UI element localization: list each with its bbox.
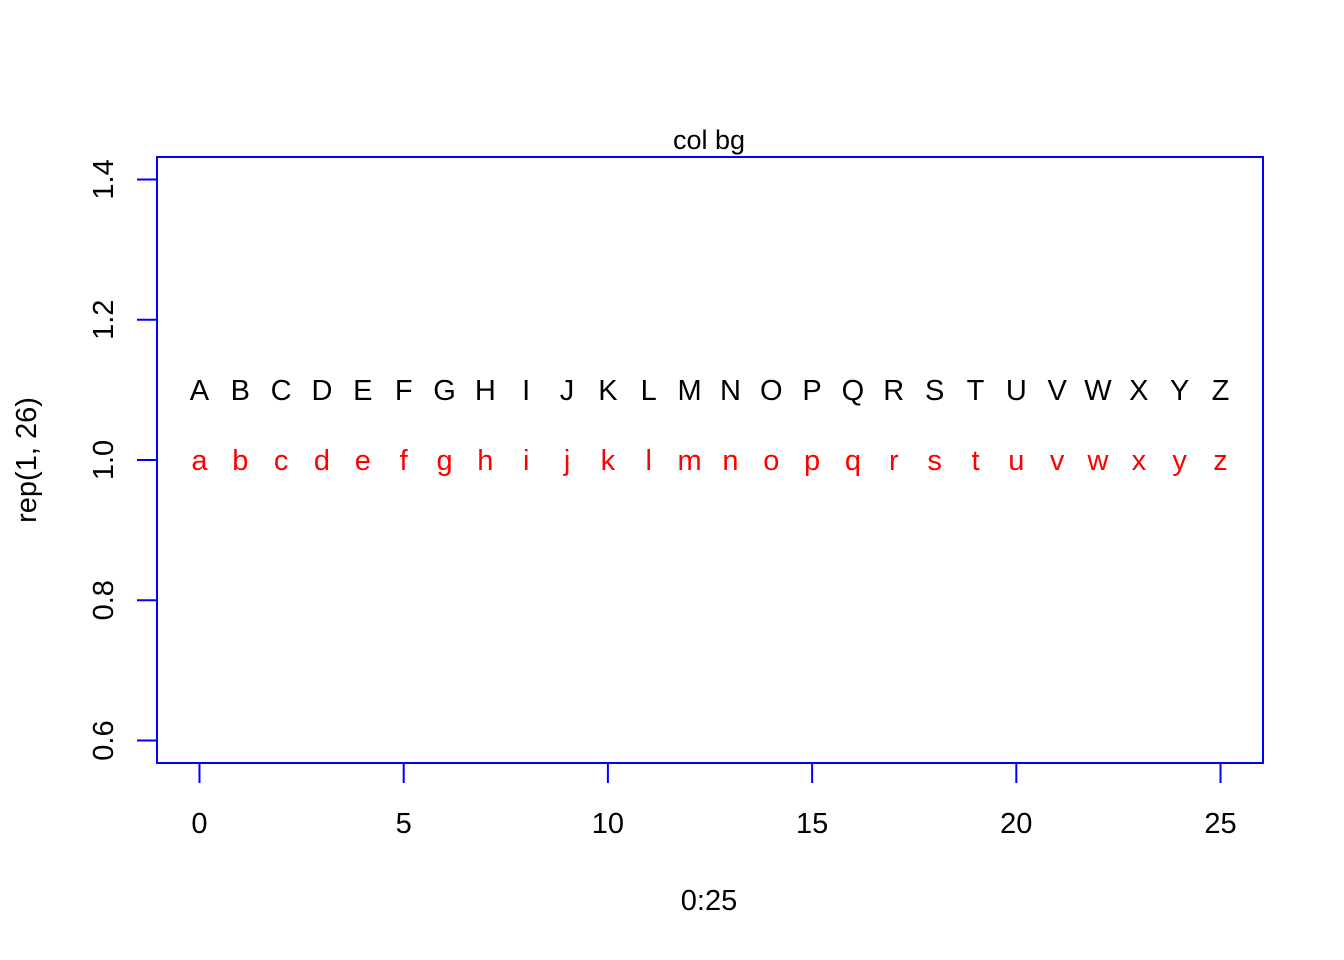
point-label-h: h xyxy=(477,445,493,477)
x-tick-label: 20 xyxy=(1000,808,1032,840)
point-label-z: z xyxy=(1213,445,1228,477)
point-label-R: R xyxy=(883,375,904,407)
y-tick-label: 1.2 xyxy=(88,300,120,340)
point-label-B: B xyxy=(231,375,250,407)
point-label-Y: Y xyxy=(1170,375,1189,407)
point-label-C: C xyxy=(271,375,292,407)
point-label-t: t xyxy=(971,445,979,477)
point-label-L: L xyxy=(641,375,657,407)
point-label-n: n xyxy=(722,445,738,477)
point-label-w: w xyxy=(1087,445,1110,477)
x-axis-title: 0:25 xyxy=(681,885,737,917)
x-tick-label: 15 xyxy=(796,808,828,840)
point-label-i: i xyxy=(523,445,529,477)
point-label-S: S xyxy=(925,375,944,407)
point-label-s: s xyxy=(927,445,942,477)
point-label-E: E xyxy=(353,375,372,407)
series-group: A B C D E F G H I J K L M N O P Q R S T U V W X Y Za b c d e f g h i j k l m n… xyxy=(190,375,1230,477)
point-label-k: k xyxy=(601,445,616,477)
y-axis-title: rep(1, 26) xyxy=(11,397,43,523)
point-label-j: j xyxy=(563,445,570,477)
point-label-O: O xyxy=(760,375,783,407)
point-label-c: c xyxy=(274,445,289,477)
point-label-A: A xyxy=(190,375,210,407)
point-label-d: d xyxy=(314,445,330,477)
point-label-r: r xyxy=(889,445,899,477)
point-label-I: I xyxy=(522,375,530,407)
point-label-X: X xyxy=(1129,375,1148,407)
point-label-V: V xyxy=(1047,375,1067,407)
point-label-U: U xyxy=(1006,375,1027,407)
point-label-x: x xyxy=(1132,445,1147,477)
point-label-m: m xyxy=(677,445,701,477)
point-label-y: y xyxy=(1172,445,1187,477)
point-label-W: W xyxy=(1084,375,1112,407)
y-tick-label: 0.6 xyxy=(88,720,120,760)
x-tick-label: 25 xyxy=(1204,808,1236,840)
x-tick-label: 10 xyxy=(592,808,624,840)
y-axis: 0.6 0.8 1.0 1.2 1.4 xyxy=(88,159,158,761)
point-label-N: N xyxy=(720,375,741,407)
point-label-J: J xyxy=(560,375,575,407)
x-tick-label: 5 xyxy=(396,808,412,840)
y-tick-label: 0.8 xyxy=(88,580,120,620)
point-label-Q: Q xyxy=(842,375,865,407)
x-axis: 0 5 10 15 20 25 xyxy=(191,762,1237,840)
point-label-f: f xyxy=(400,445,409,477)
point-label-q: q xyxy=(845,445,861,477)
point-label-p: p xyxy=(804,445,820,477)
point-label-G: G xyxy=(433,375,456,407)
chart-title: col bg xyxy=(673,125,745,155)
point-label-Z: Z xyxy=(1212,375,1230,407)
y-tick-label: 1.4 xyxy=(88,159,120,199)
x-tick-label: 0 xyxy=(191,808,207,840)
point-label-F: F xyxy=(395,375,413,407)
point-label-o: o xyxy=(763,445,779,477)
y-tick-label: 1.0 xyxy=(88,440,120,480)
point-label-g: g xyxy=(436,445,452,477)
point-label-H: H xyxy=(475,375,496,407)
point-label-e: e xyxy=(355,445,371,477)
point-label-u: u xyxy=(1008,445,1024,477)
point-label-v: v xyxy=(1050,445,1065,477)
point-label-l: l xyxy=(646,445,652,477)
point-label-T: T xyxy=(967,375,985,407)
point-label-b: b xyxy=(232,445,248,477)
point-label-P: P xyxy=(802,375,821,407)
point-label-M: M xyxy=(677,375,701,407)
point-label-D: D xyxy=(312,375,333,407)
point-label-K: K xyxy=(598,375,618,407)
point-label-a: a xyxy=(191,445,208,477)
